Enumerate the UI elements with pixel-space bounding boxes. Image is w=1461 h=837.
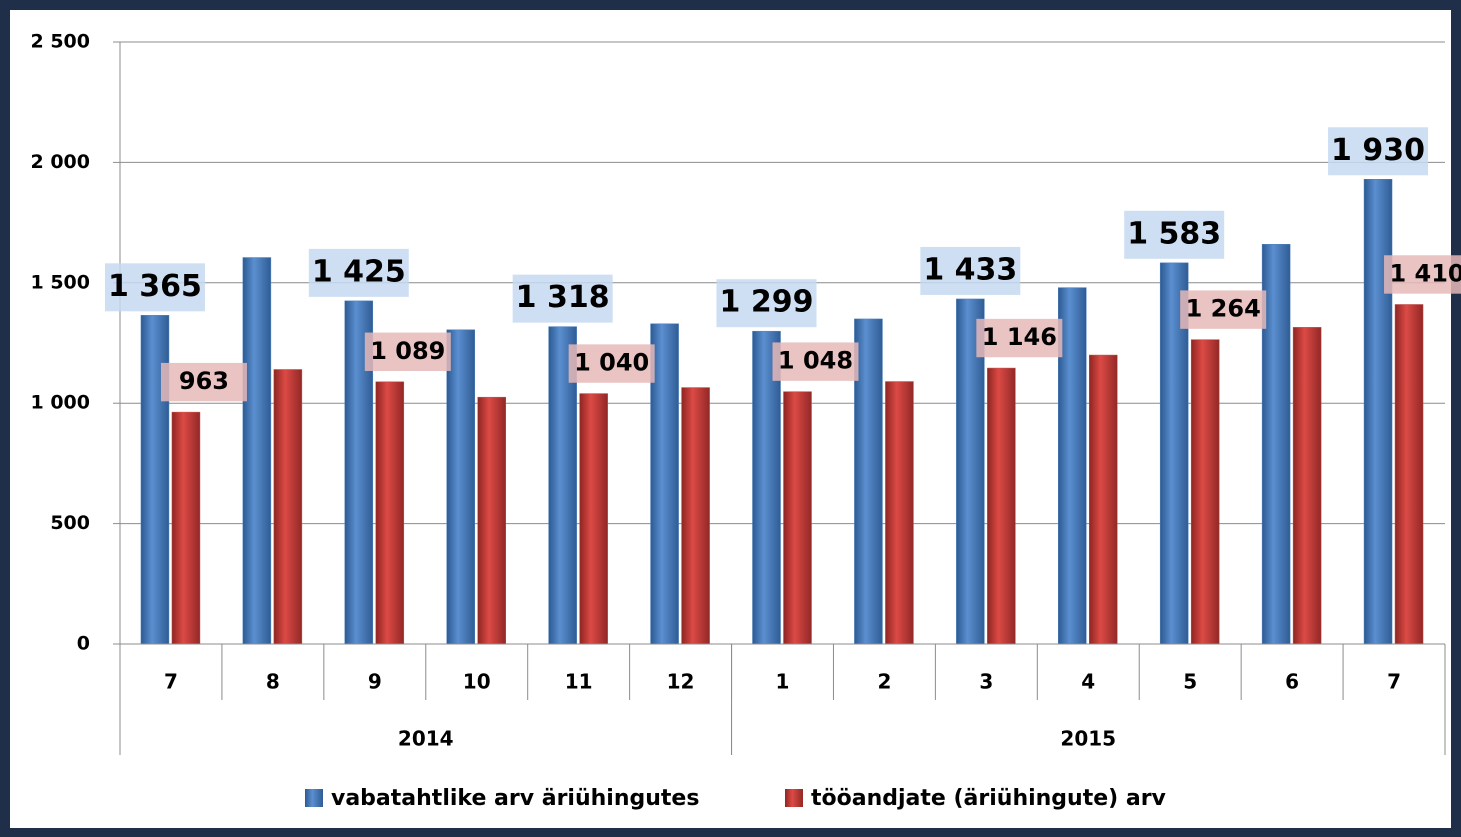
bar: [579, 393, 608, 645]
legend-label: tööandjate (äriühingute) arv: [811, 786, 1167, 811]
data-label: 1 048: [778, 347, 853, 375]
bar: [783, 391, 812, 645]
data-label: 1 583: [1127, 216, 1221, 251]
x-tick-label: 7: [164, 670, 178, 694]
data-label-box: [568, 344, 655, 383]
bar: [987, 367, 1016, 645]
x-tick-label: 7: [1387, 670, 1401, 694]
bar: [1261, 244, 1291, 645]
data-label-box: [716, 279, 817, 328]
bar: [752, 330, 781, 645]
data-label-box: [920, 246, 1021, 295]
data-label: 1 146: [982, 323, 1057, 351]
data-label: 963: [179, 367, 229, 395]
x-tick-label: 8: [266, 670, 280, 694]
data-label-box: [1124, 210, 1225, 259]
legend-swatch: [305, 789, 323, 807]
bar: [854, 318, 883, 645]
data-label: 1 089: [370, 337, 445, 365]
bar: [1058, 287, 1087, 645]
chart-background: [10, 10, 1451, 828]
bar: [1089, 354, 1118, 645]
data-label-box: [308, 248, 409, 297]
x-tick-label: 1: [776, 670, 790, 694]
bar: [273, 369, 303, 645]
data-label-box: [1328, 127, 1429, 176]
y-tick-label: 500: [50, 512, 90, 534]
x-tick-label: 5: [1183, 670, 1197, 694]
bar: [242, 257, 272, 645]
bar: [477, 396, 506, 645]
data-label-box: [772, 342, 859, 381]
data-label: 1 299: [720, 285, 814, 320]
bar: [375, 381, 405, 645]
bar: [1394, 304, 1424, 645]
bar: [446, 329, 475, 645]
data-label-box: [160, 362, 247, 402]
bar: [650, 323, 679, 645]
x-group-label: 2014: [398, 727, 454, 751]
data-label-box: [364, 332, 451, 371]
x-tick-label: 4: [1081, 670, 1095, 694]
data-label: 1 040: [574, 349, 649, 377]
data-label-box: [1384, 255, 1461, 294]
x-group-label: 2015: [1060, 727, 1116, 751]
x-tick-label: 9: [368, 670, 382, 694]
y-tick-label: 2 000: [31, 151, 91, 173]
bar: [1292, 327, 1322, 645]
x-tick-label: 6: [1285, 670, 1299, 694]
bar: [885, 381, 914, 645]
data-label-box: [1180, 290, 1267, 329]
data-label-box: [104, 263, 205, 312]
data-label-box: [512, 274, 613, 323]
y-tick-label: 2 500: [31, 31, 91, 53]
data-label: 1 318: [516, 280, 610, 315]
data-label: 1 930: [1331, 133, 1425, 168]
bar: [1190, 339, 1220, 645]
data-label: 1 433: [923, 252, 1017, 287]
y-tick-label: 0: [77, 633, 90, 655]
bar: [1363, 179, 1393, 645]
data-label: 1 410: [1389, 259, 1461, 287]
data-label: 1 365: [108, 269, 202, 304]
y-tick-label: 1 500: [31, 271, 91, 293]
x-tick-label: 3: [979, 670, 993, 694]
x-tick-label: 2: [877, 670, 891, 694]
x-tick-label: 10: [463, 670, 491, 694]
data-label: 1 264: [1186, 295, 1261, 323]
x-tick-label: 11: [565, 670, 593, 694]
bar: [681, 387, 710, 645]
legend-swatch: [785, 789, 803, 807]
data-label-box: [976, 318, 1063, 358]
legend-label: vabatahtlike arv äriühingutes: [331, 786, 699, 811]
y-tick-label: 1 000: [31, 392, 91, 414]
bar: [171, 411, 201, 645]
x-tick-label: 12: [667, 670, 695, 694]
data-label: 1 425: [312, 254, 406, 289]
